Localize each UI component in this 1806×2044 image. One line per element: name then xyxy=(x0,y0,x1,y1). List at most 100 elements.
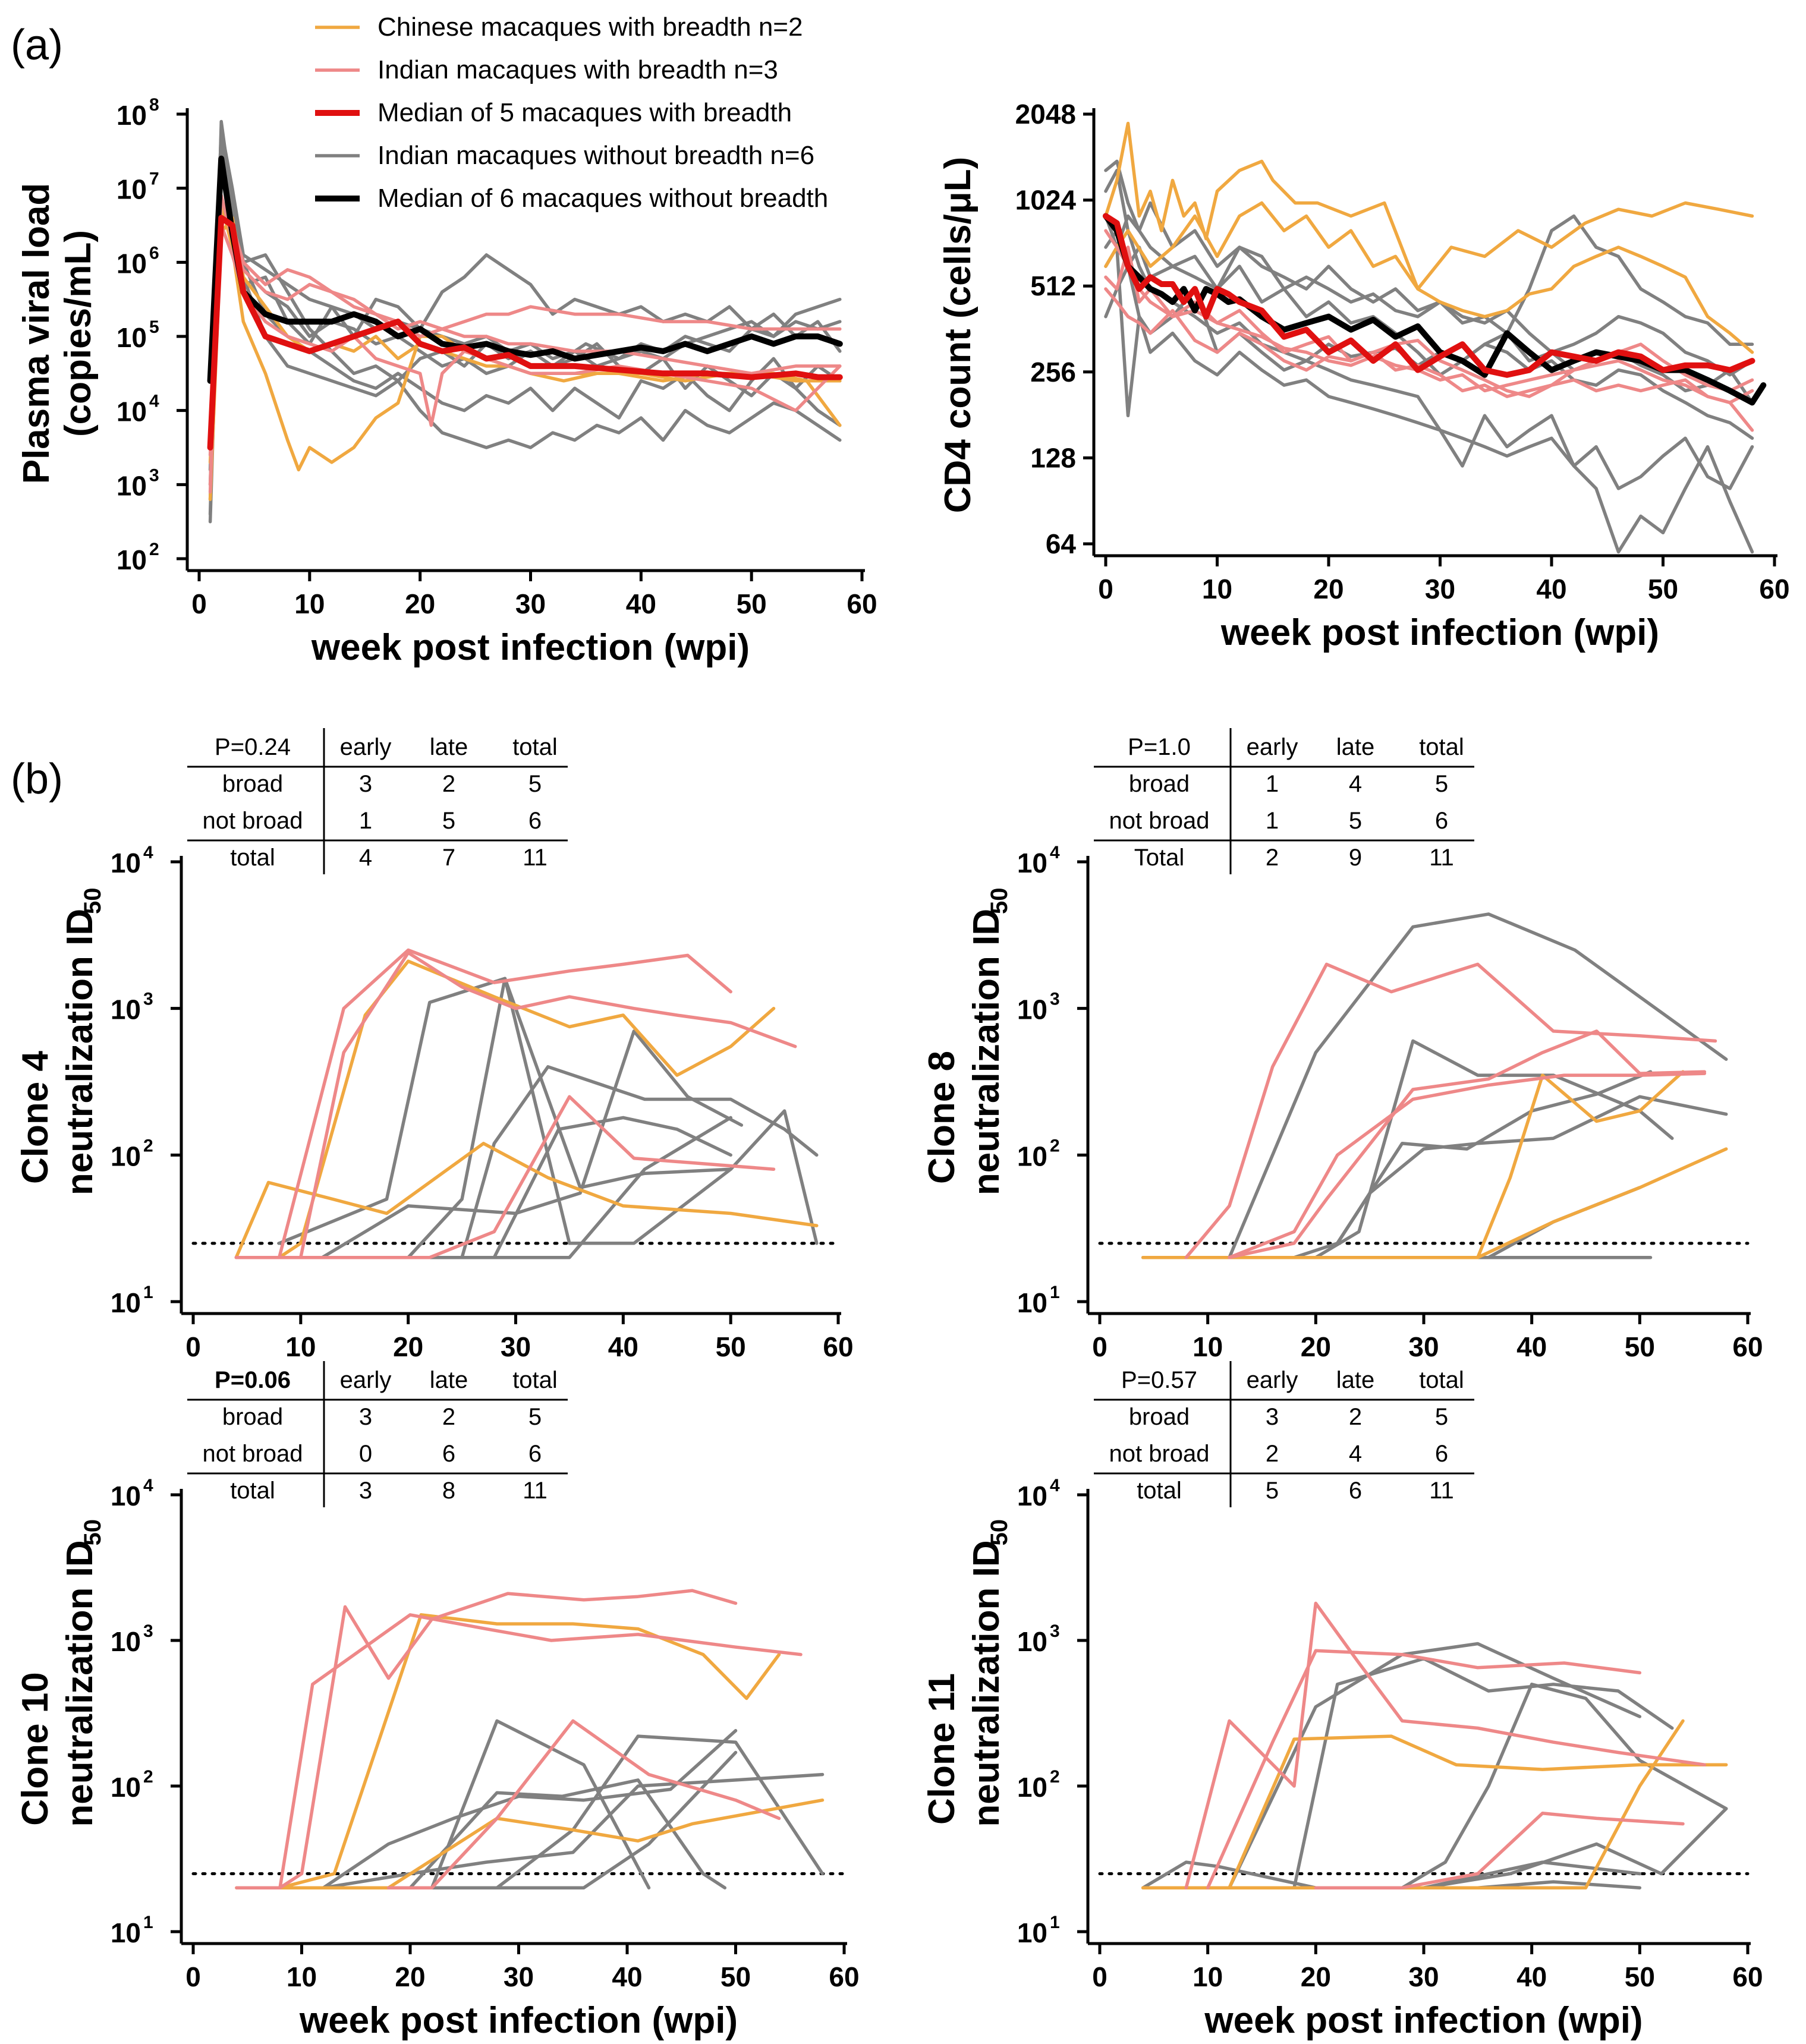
series-line-indian-breadth xyxy=(277,1095,776,1259)
x-axis-title: week post infection (wpi) xyxy=(311,627,750,668)
series-line-indian-no-breadth xyxy=(208,171,842,524)
series-line-median-no-breadth xyxy=(1103,213,1767,406)
series-line-chinese-breadth xyxy=(1141,1734,1728,1889)
series-line-indian-breadth xyxy=(1206,1649,1642,1889)
table-cell: 1 xyxy=(359,808,372,834)
contingency-table: P=0.57 early late total broad 3 2 5 not broad 2 4 6… xyxy=(1094,1361,1474,1507)
x-axis-title: week post infection (wpi) xyxy=(299,2000,738,2041)
y-tick-label: 10 xyxy=(117,100,147,131)
table-cell: 1 xyxy=(1266,808,1279,834)
legend-entry: Chinese macaques with breadth n=2 xyxy=(377,12,803,42)
table-p-value: P=1.0 xyxy=(1128,734,1191,760)
y-tick-label: 10 xyxy=(1017,1287,1047,1318)
series-line-indian-breadth xyxy=(1104,287,1754,398)
y-axis-title-line2: (copies/mL) xyxy=(58,230,99,437)
x-tick-label: 50 xyxy=(1625,1331,1655,1362)
table-total-cell: 4 xyxy=(359,845,372,871)
x-tick-label: 20 xyxy=(1301,1961,1331,1992)
series-line-indian-breadth xyxy=(234,951,797,1259)
table-total-label: Total xyxy=(1134,845,1185,871)
y-axis-title-line1: Clone 8 xyxy=(921,1051,962,1184)
x-tick-label: 60 xyxy=(1759,574,1789,604)
y-tick-exponent: 3 xyxy=(1050,990,1060,1009)
table-p-value: P=0.24 xyxy=(215,734,291,760)
x-tick-label: 0 xyxy=(191,588,207,619)
table-cell: 6 xyxy=(1435,1441,1448,1467)
table-total-cell: 6 xyxy=(1349,1478,1362,1504)
y-tick-label: 10 xyxy=(117,174,147,205)
series-line-median-no-breadth xyxy=(207,155,843,384)
y-tick-exponent: 1 xyxy=(143,1913,153,1932)
table-col-header: early xyxy=(1247,734,1298,760)
table-cell: 5 xyxy=(528,771,542,797)
x-tick-label: 20 xyxy=(1313,574,1344,604)
panel-a-label: (a) xyxy=(11,21,63,69)
series-line-indian-no-breadth xyxy=(1104,229,1754,377)
legend-entry: Indian macaques with breadth n=3 xyxy=(377,55,778,84)
x-tick-label: 30 xyxy=(501,1331,531,1362)
x-tick-label: 40 xyxy=(1516,1961,1547,1992)
series-line-indian-breadth xyxy=(277,948,732,1259)
x-tick-label: 20 xyxy=(393,1331,423,1362)
series-line-indian-no-breadth xyxy=(408,1778,727,1889)
y-tick-label: 10 xyxy=(111,1772,141,1803)
table-total-label: total xyxy=(1137,1478,1182,1504)
y-tick-label: 512 xyxy=(1030,270,1076,301)
series-line-indian-no-breadth xyxy=(1104,214,1754,490)
y-tick-label: 10 xyxy=(1017,994,1047,1025)
legend-entry: Median of 6 macaques without breadth xyxy=(377,184,828,213)
series-line-indian-breadth xyxy=(386,1719,781,1889)
x-tick-label: 50 xyxy=(720,1961,751,1992)
series-line-chinese-breadth xyxy=(1104,201,1754,354)
table-cell: 0 xyxy=(359,1441,372,1467)
y-axis-title-line1: Clone 11 xyxy=(921,1673,962,1825)
x-tick-label: 40 xyxy=(1516,1331,1547,1362)
table-cell: 2 xyxy=(1349,1404,1362,1430)
y-tick-label: 10 xyxy=(111,1481,141,1511)
series-line-indian-breadth xyxy=(235,1613,803,1889)
x-tick-label: 30 xyxy=(1425,574,1455,604)
y-tick-exponent: 3 xyxy=(149,465,159,485)
x-tick-label: 40 xyxy=(608,1331,638,1362)
x-tick-label: 10 xyxy=(294,588,325,619)
y-tick-exponent: 4 xyxy=(149,392,159,411)
table-total-cell: 11 xyxy=(523,845,548,871)
table-total-label: total xyxy=(230,845,275,871)
table-col-header: late xyxy=(1336,1367,1375,1393)
y-tick-label: 10 xyxy=(111,1141,141,1171)
x-tick-label: 0 xyxy=(185,1331,201,1362)
y-tick-label: 10 xyxy=(117,396,147,427)
legend-entry: Indian macaques without breadth n=6 xyxy=(377,141,814,170)
x-tick-label: 50 xyxy=(1648,574,1678,604)
table-cell: 3 xyxy=(359,771,372,797)
x-tick-label: 30 xyxy=(1408,1331,1439,1362)
table-col-header: early xyxy=(1247,1367,1298,1393)
series-line-indian-no-breadth xyxy=(406,1065,819,1259)
y-tick-exponent: 6 xyxy=(149,243,159,263)
series-line-chinese-breadth xyxy=(1104,121,1754,291)
x-tick-label: 20 xyxy=(1301,1331,1331,1362)
series-line-median-breadth xyxy=(207,215,843,451)
y-tick-label: 10 xyxy=(111,994,141,1025)
table-cell: 4 xyxy=(1349,1441,1362,1467)
series-line-indian-no-breadth xyxy=(1104,169,1754,554)
table-cell: 6 xyxy=(1435,808,1448,834)
y-tick-exponent: 1 xyxy=(1050,1283,1060,1302)
table-cell: 3 xyxy=(1266,1404,1279,1430)
x-tick-label: 10 xyxy=(1193,1961,1223,1992)
series-line-indian-no-breadth xyxy=(1314,1039,1674,1259)
table-total-cell: 11 xyxy=(1429,1478,1454,1504)
table-cell: 3 xyxy=(359,1404,372,1430)
x-tick-label: 50 xyxy=(1625,1961,1655,1992)
table-total-label: total xyxy=(230,1478,275,1504)
table-cell: 6 xyxy=(528,808,542,834)
series-line-chinese-breadth xyxy=(234,1142,819,1259)
x-tick-label: 30 xyxy=(1408,1961,1439,1992)
table-p-value: P=0.06 xyxy=(215,1367,291,1393)
table-cell: 6 xyxy=(528,1441,542,1467)
series-line-chinese-breadth xyxy=(234,959,776,1259)
series-line-indian-no-breadth xyxy=(1314,1683,1728,1889)
series-line-indian-breadth xyxy=(1314,1812,1685,1889)
